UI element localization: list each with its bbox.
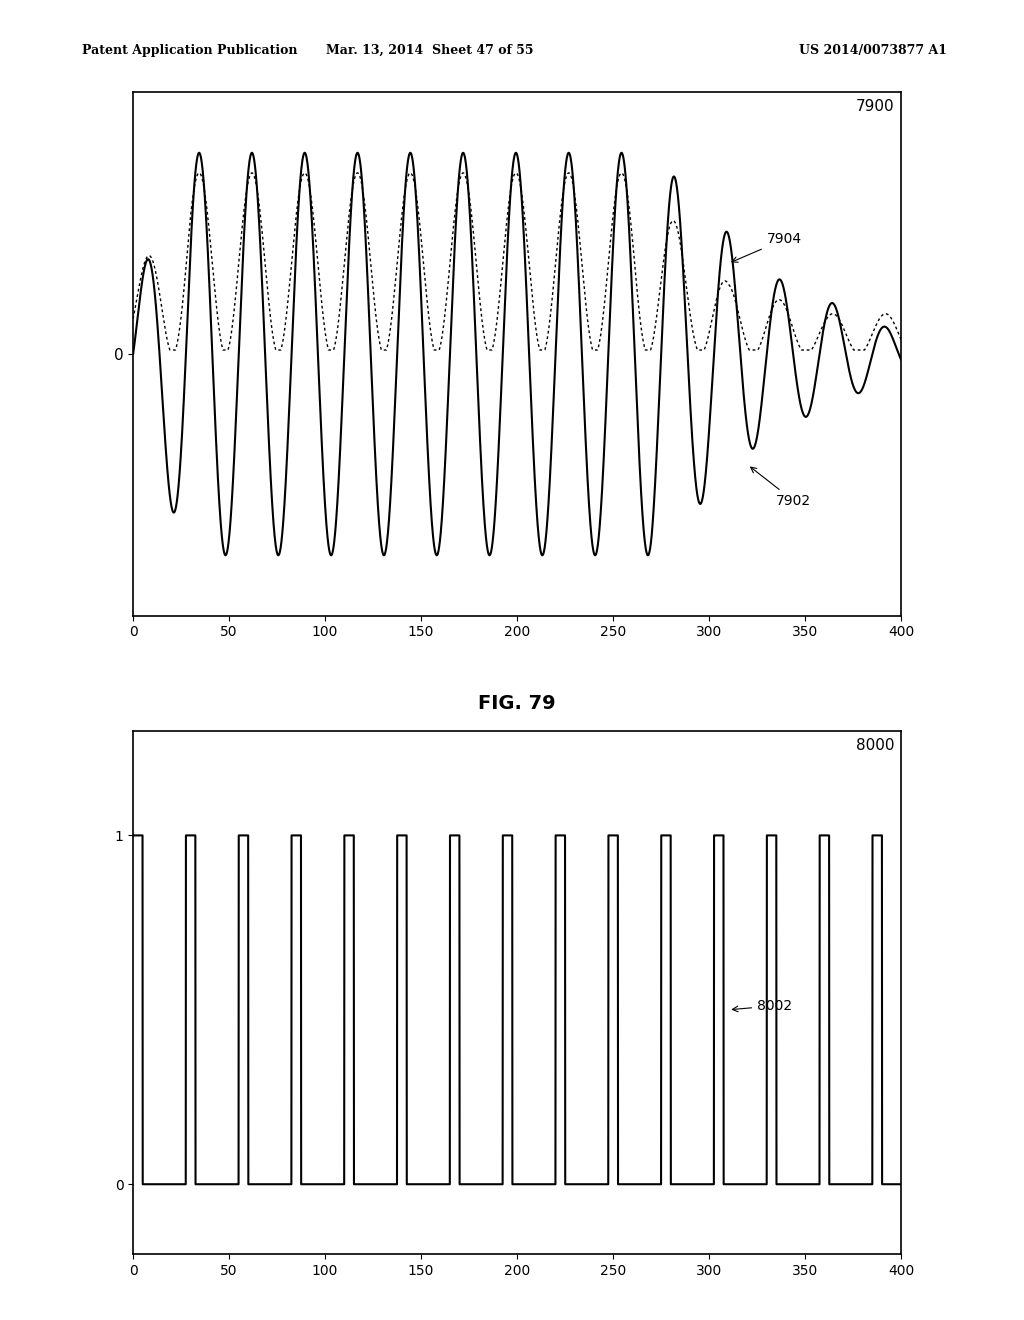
- Text: 7900: 7900: [855, 99, 894, 115]
- Text: 7904: 7904: [732, 232, 802, 263]
- Text: FIG. 79: FIG. 79: [478, 694, 556, 713]
- Text: 8002: 8002: [732, 999, 793, 1012]
- Text: Patent Application Publication: Patent Application Publication: [82, 44, 297, 57]
- Text: US 2014/0073877 A1: US 2014/0073877 A1: [799, 44, 947, 57]
- Text: Mar. 13, 2014  Sheet 47 of 55: Mar. 13, 2014 Sheet 47 of 55: [327, 44, 534, 57]
- Text: 7902: 7902: [751, 467, 811, 508]
- Text: 8000: 8000: [856, 738, 894, 752]
